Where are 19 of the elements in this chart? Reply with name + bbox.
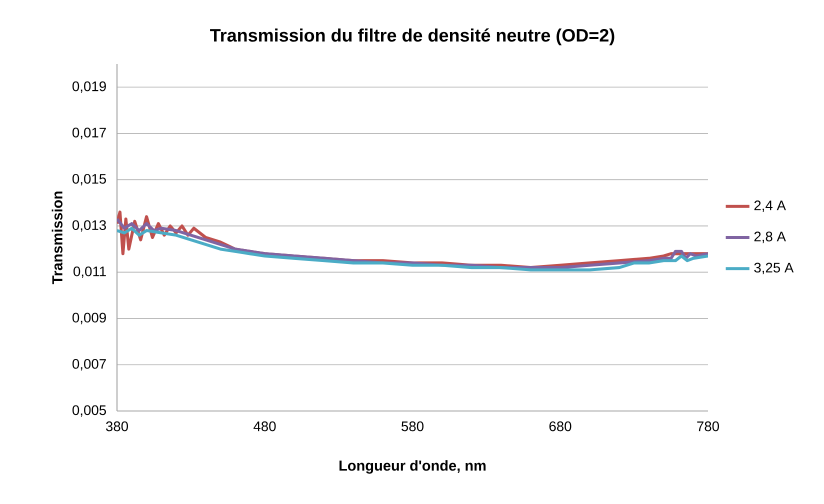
y-tick-label: 0,007 xyxy=(72,359,106,370)
y-tick-label: 0,015 xyxy=(72,174,106,186)
legend-label: 3,25 A xyxy=(754,262,794,274)
x-axis-title: Longueur d'onde, nm xyxy=(340,460,486,474)
x-tick-label: 580 xyxy=(402,421,424,432)
y-tick-label: 0,009 xyxy=(72,312,106,324)
y-tick-label: 0,005 xyxy=(72,405,106,417)
y-tick-label: 0,013 xyxy=(72,220,106,232)
chart-title: Transmission du filtre de densité neutre (OD=2) xyxy=(210,28,614,46)
y-tick-label: 0,011 xyxy=(74,266,106,278)
y-tick-label: 0,019 xyxy=(72,81,106,93)
y-axis-title: Transmission xyxy=(52,192,62,284)
x-tick-label: 680 xyxy=(549,421,572,432)
legend-label: 2,8 A xyxy=(754,232,786,244)
x-tick-label: 380 xyxy=(106,421,128,432)
legend-label: 2,4 A xyxy=(754,200,786,212)
x-tick-label: 480 xyxy=(254,421,276,432)
y-tick-label: 0,017 xyxy=(72,128,106,140)
x-tick-label: 780 xyxy=(697,421,720,432)
